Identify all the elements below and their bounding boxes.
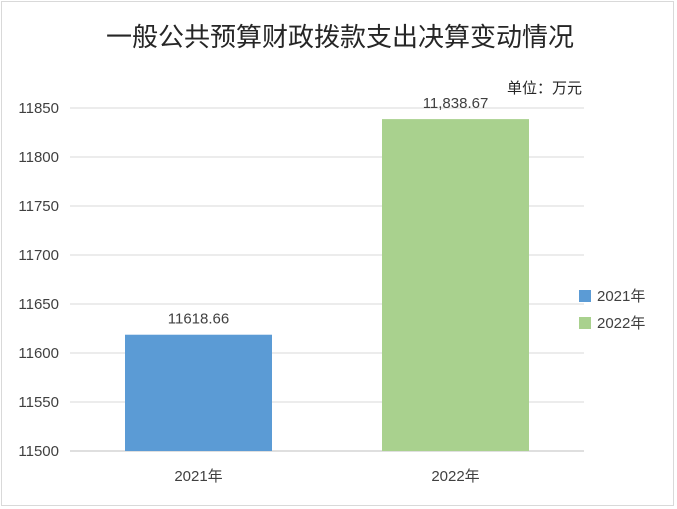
x-tick-label: 2022年	[431, 468, 479, 485]
legend-item-2021: 2021年	[579, 282, 645, 309]
bar-2022年	[382, 119, 529, 452]
data-labels: 11618.66 11,838.67	[168, 95, 489, 328]
y-tick-label: 11850	[18, 100, 59, 117]
y-tick-label: 11700	[18, 247, 59, 264]
unit-note: 单位：万元	[507, 79, 583, 97]
y-tick-label: 11500	[18, 443, 59, 460]
y-tick-label: 11800	[18, 149, 59, 166]
legend-swatch-2021	[579, 289, 591, 302]
bar-2021年	[125, 334, 272, 451]
legend-label-2022: 2022年	[597, 315, 646, 332]
chart-title: 一般公共预算财政拨款支出决算变动情况	[105, 23, 574, 53]
legend-item-2022: 2022年	[579, 309, 645, 336]
x-axis-ticks: 2021年 2022年	[174, 468, 479, 485]
y-tick-label: 11650	[18, 296, 59, 313]
data-label: 11618.66	[168, 311, 229, 328]
y-axis-ticks: 11500 11550 11600 11650 11700 11750 11800 11850	[18, 100, 59, 460]
x-tick-label: 2021年	[174, 468, 222, 485]
y-tick-label: 11550	[18, 394, 59, 411]
legend-label-2021: 2021年	[597, 288, 646, 305]
legend-swatch-2022	[579, 316, 591, 329]
y-tick-label: 11750	[18, 198, 59, 215]
bars	[125, 119, 529, 452]
y-tick-label: 11600	[18, 345, 59, 362]
data-label: 11,838.67	[423, 95, 489, 112]
legend: 2021年 2022年	[579, 282, 645, 336]
